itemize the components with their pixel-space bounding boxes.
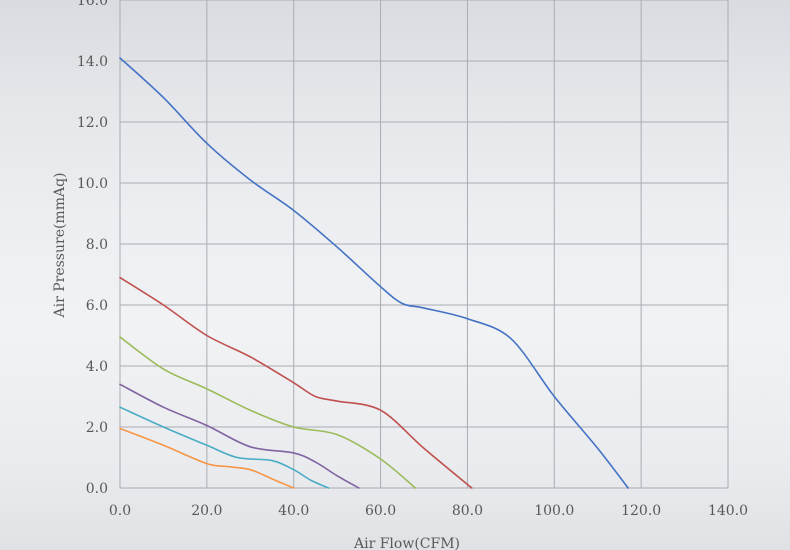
x-tick-label-1: 20.0: [191, 503, 222, 519]
y-tick-label-3: 6.0: [86, 298, 108, 314]
series-line-5: [119, 406, 330, 489]
series-line-3: [119, 336, 417, 489]
x-tick-label-3: 60.0: [365, 503, 396, 519]
x-tick-label-7: 140.0: [708, 503, 748, 519]
y-axis-title: Air Pressure(mmAq): [52, 172, 68, 318]
y-tick-label-4: 8.0: [86, 237, 108, 253]
series-line-1: [119, 57, 629, 489]
x-tick-label-0: 0.0: [109, 503, 131, 519]
y-tick-label-0: 0.0: [86, 481, 108, 497]
series-line-2: [119, 276, 473, 489]
y-tick-labels: 0.0 2.0 4.0 6.0 8.0 10.0 12.0 14.0 16.0: [77, 0, 108, 497]
y-tick-label-7: 14.0: [77, 54, 108, 70]
x-tick-label-4: 80.0: [452, 503, 483, 519]
y-tick-label-6: 12.0: [77, 115, 108, 131]
x-tick-label-5: 100.0: [534, 503, 574, 519]
x-axis-title: Air Flow(CFM): [353, 536, 460, 550]
x-tick-labels: 0.0 20.0 40.0 60.0 80.0 100.0 120.0 140.0: [109, 503, 748, 519]
y-tick-label-1: 2.0: [86, 420, 108, 436]
series-lines: [119, 57, 629, 489]
series-line-4: [119, 383, 360, 489]
y-tick-label-5: 10.0: [77, 176, 108, 192]
series-line-6: [119, 427, 295, 489]
grid: [119, 0, 729, 489]
x-tick-label-6: 120.0: [621, 503, 661, 519]
y-tick-label-8: 16.0: [77, 0, 108, 9]
y-tick-label-2: 4.0: [86, 359, 108, 375]
x-tick-label-2: 40.0: [278, 503, 309, 519]
